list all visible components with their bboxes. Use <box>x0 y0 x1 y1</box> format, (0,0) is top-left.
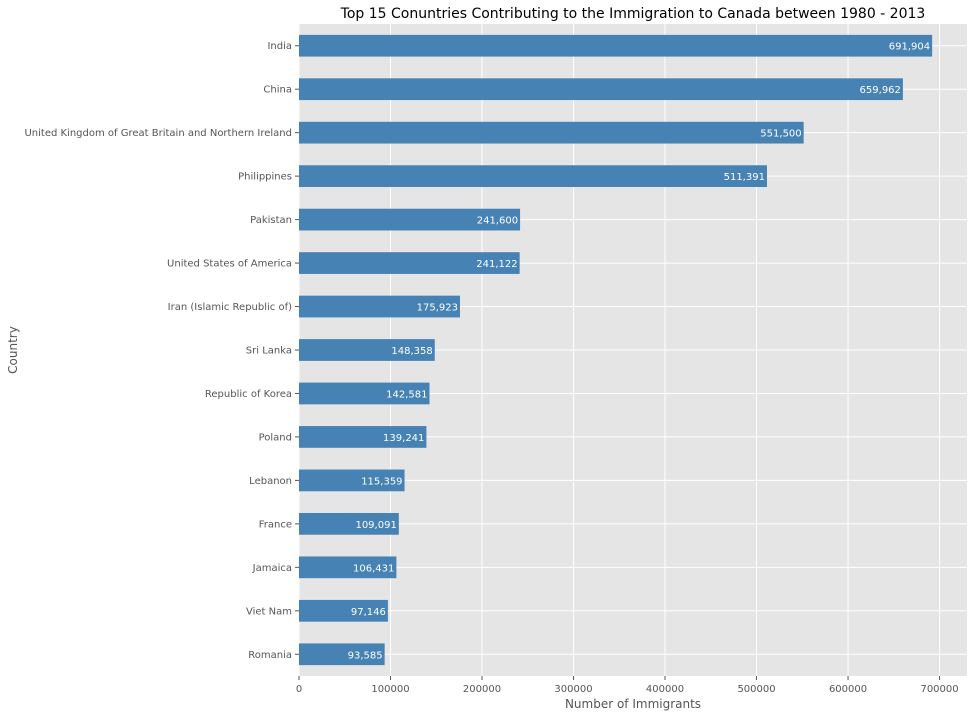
data-label: 142,581 <box>386 389 427 400</box>
x-tick-label: 0 <box>296 684 302 695</box>
x-tick-label: 700000 <box>920 684 958 695</box>
data-label: 241,600 <box>477 216 518 227</box>
data-label: 139,241 <box>383 433 424 444</box>
y-tick-label: United Kingdom of Great Britain and Nort… <box>24 128 292 139</box>
y-tick-label: United States of America <box>167 259 292 270</box>
data-label: 659,962 <box>860 85 901 96</box>
bar <box>299 469 405 492</box>
y-tick-label: Pakistan <box>250 215 292 226</box>
bar <box>299 643 385 666</box>
bar <box>299 121 804 144</box>
y-tick-label: Iran (Islamic Republic of) <box>168 302 292 313</box>
bar <box>299 426 427 448</box>
y-tick-label: Sri Lanka <box>246 346 292 357</box>
x-tick-label: 500000 <box>737 684 775 695</box>
bar <box>299 295 460 318</box>
data-label: 109,091 <box>355 520 396 531</box>
bar <box>299 165 767 187</box>
y-tick-label: Romania <box>248 650 292 661</box>
data-label: 148,358 <box>391 346 432 357</box>
bar <box>299 339 435 361</box>
data-label: 241,122 <box>476 259 517 270</box>
data-label: 115,359 <box>361 476 402 487</box>
bar <box>299 78 903 101</box>
data-label: 106,431 <box>353 563 394 574</box>
y-tick-label: Viet Nam <box>246 606 292 617</box>
data-label: 97,146 <box>351 607 386 618</box>
bar <box>299 382 430 405</box>
x-tick-label: 100000 <box>371 684 409 695</box>
data-label: 93,585 <box>348 650 383 661</box>
data-label: 551,500 <box>760 129 801 140</box>
chart-title: Top 15 Conuntries Contributing to the Im… <box>340 6 926 22</box>
y-tick-label: Lebanon <box>249 476 292 487</box>
bar <box>299 208 521 231</box>
x-tick-label: 300000 <box>554 684 592 695</box>
y-axis-label: Country <box>6 326 20 374</box>
data-label: 175,923 <box>417 303 458 314</box>
bars <box>299 34 933 666</box>
y-tick-label: Jamaica <box>252 563 292 574</box>
bar <box>299 34 933 57</box>
bar <box>299 599 388 622</box>
y-tick-label: France <box>259 519 292 530</box>
x-axis-label: Number of Immigrants <box>565 697 701 711</box>
data-labels: 691,904 659,962 551,500 511,391 241,600 241,1… <box>348 42 931 662</box>
x-tick-labels: 0 100000 200000 300000 400000 500000 600000 700… <box>296 676 959 695</box>
bar <box>299 513 399 535</box>
x-tick-label: 400000 <box>646 684 684 695</box>
data-label: 511,391 <box>724 172 765 183</box>
data-label: 691,904 <box>889 42 930 53</box>
y-tick-label: Republic of Korea <box>205 389 292 400</box>
x-tick-label: 200000 <box>463 684 501 695</box>
y-tick-label: India <box>267 41 292 52</box>
y-tick-label: Poland <box>259 432 292 443</box>
bar <box>299 252 520 274</box>
bar <box>299 556 397 579</box>
x-tick-label: 600000 <box>829 684 867 695</box>
y-tick-label: Philippines <box>238 172 292 183</box>
y-tick-labels: India China United Kingdom of Great Britai… <box>24 41 299 661</box>
y-tick-label: China <box>263 85 292 96</box>
